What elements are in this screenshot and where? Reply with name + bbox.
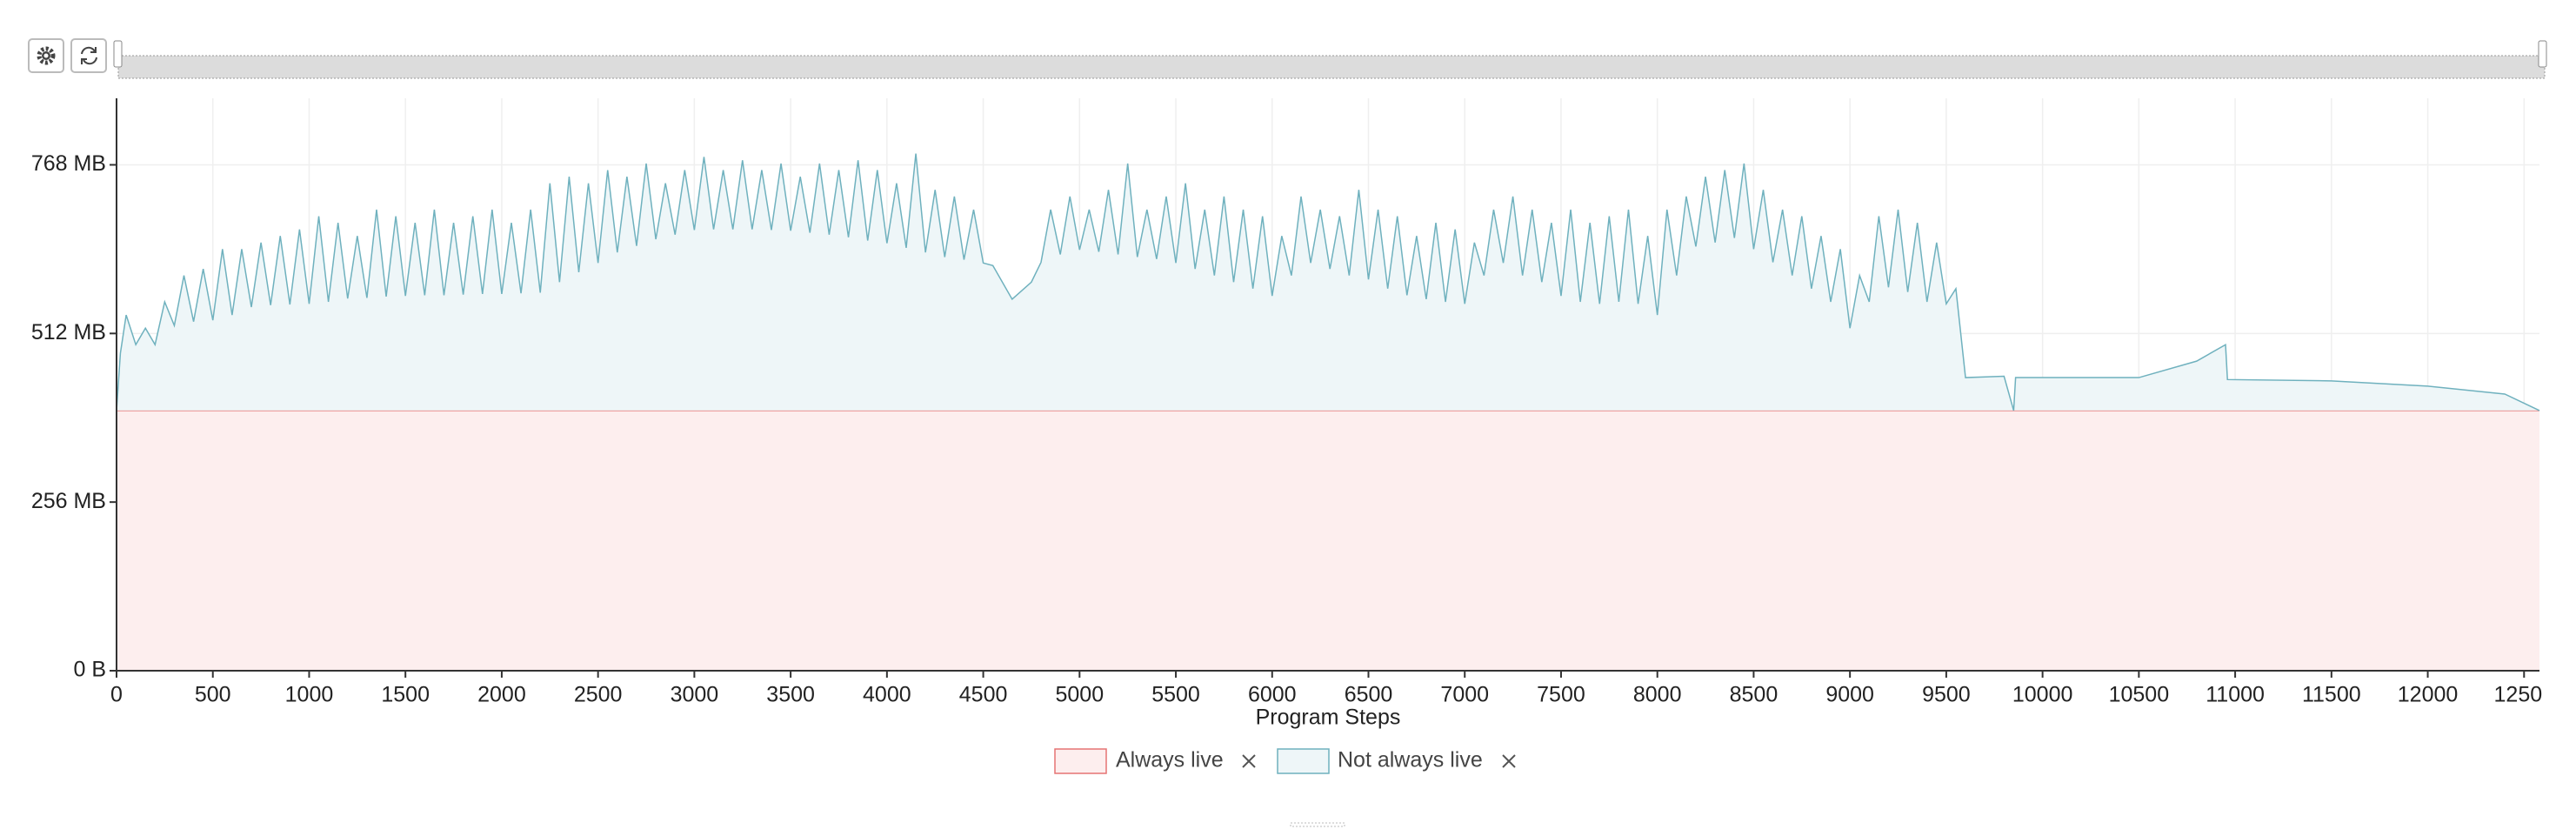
x-tick-label: 4500 — [959, 683, 1008, 707]
x-tick-label: 0 — [110, 683, 123, 707]
x-tick-label: 6500 — [1345, 683, 1393, 707]
area-fill — [117, 153, 2539, 411]
x-tick-label: 500 — [195, 683, 231, 707]
x-tick-label: 9500 — [1922, 683, 1971, 707]
y-tick-label: 512 MB — [31, 320, 106, 344]
x-tick-label: 12000 — [2398, 683, 2459, 707]
x-tick-label: 5000 — [1056, 683, 1104, 707]
x-tick-label: 2000 — [477, 683, 526, 707]
legend-item[interactable]: Not always live — [1277, 748, 1516, 774]
legend-item[interactable]: Always live — [1054, 748, 1256, 774]
x-tick-label: 7500 — [1537, 683, 1585, 707]
x-tick-label: 10000 — [2012, 683, 2073, 707]
x-tick-label: 9000 — [1825, 683, 1874, 707]
x-tick-label: 6000 — [1248, 683, 1297, 707]
legend-swatch — [1277, 748, 1330, 774]
area-fill — [117, 410, 2539, 671]
x-tick-label: 8500 — [1730, 683, 1779, 707]
x-tick-label: 10500 — [2109, 683, 2170, 707]
x-tick-label: 11500 — [2302, 683, 2361, 707]
x-tick-label: 7000 — [1440, 683, 1489, 707]
resize-handle[interactable] — [1290, 822, 1345, 827]
x-tick-label: 11000 — [2206, 683, 2265, 707]
y-tick-label: 768 MB — [31, 151, 106, 176]
reset-button[interactable] — [70, 38, 107, 73]
legend-remove-icon — [1242, 754, 1256, 768]
x-axis-title: Program Steps — [1256, 706, 1401, 730]
y-tick-label: 0 B — [73, 658, 106, 682]
x-tick-label: 3500 — [766, 683, 815, 707]
x-tick-label: 1500 — [381, 683, 430, 707]
x-tick-label: 4000 — [863, 683, 911, 707]
legend-label: Not always live — [1338, 748, 1483, 772]
x-tick-label: 12500 — [2494, 683, 2555, 707]
x-tick-label: 8000 — [1633, 683, 1682, 707]
legend-label: Always live — [1116, 748, 1224, 772]
x-tick-label: 3000 — [671, 683, 719, 707]
series-line — [116, 153, 2540, 411]
plot-area: 0 B 256 MB 512 MB 768 MB 0 500 1000 1500 2000 250… — [31, 98, 2555, 707]
legend-swatch — [1054, 748, 1107, 774]
x-tick-label: 5500 — [1151, 683, 1200, 707]
x-tick-label: 1000 — [285, 683, 334, 707]
range-slider[interactable] — [113, 40, 2547, 79]
settings-button[interactable] — [28, 38, 64, 73]
legend-remove-icon — [1502, 754, 1516, 768]
x-tick-label: 2500 — [574, 683, 623, 707]
y-tick-label: 256 MB — [31, 489, 106, 513]
x-tick-labels: 0 500 1000 1500 2000 2500 3000 3500 4000 4500 5000… — [110, 683, 2555, 707]
